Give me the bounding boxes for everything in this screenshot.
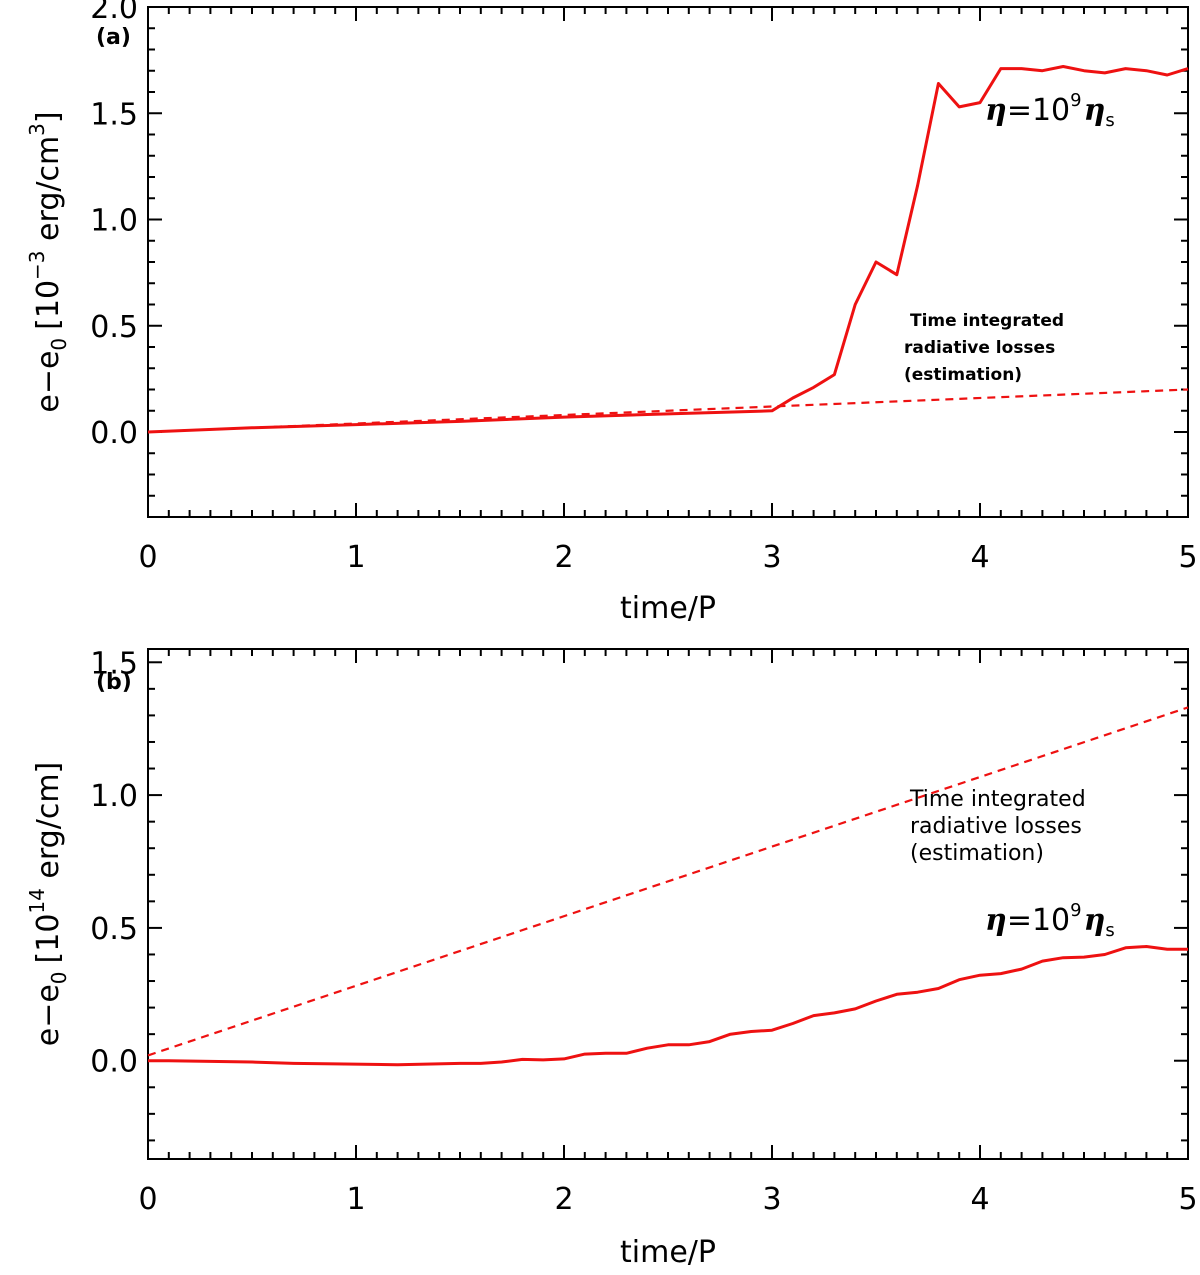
panel-b-eta-eq: =10	[1007, 903, 1070, 938]
panel-b-losses-line1: Time integrated	[909, 787, 1086, 812]
y-tick-label: 2.0	[90, 0, 138, 26]
x-tick-label: 1	[346, 1182, 365, 1217]
y-tick-label: 1.0	[90, 779, 138, 814]
panel-a-ylabel-close: ]	[31, 111, 66, 123]
panel-a-losses-line3: (estimation)	[904, 365, 1022, 385]
radiative-losses-line	[147, 706, 1189, 1057]
panel-b-ylabel: e−e0 [1014 erg/cm]	[25, 762, 71, 1047]
x-tick-label: 3	[762, 540, 781, 575]
panel-b-eta-sub: s	[1105, 920, 1114, 941]
panel-a-ticks: 0 1 2 3 4 5 0.0 0.5 1.0 1.5 2.0	[90, 0, 1197, 575]
panel-a-label: (a)	[96, 25, 131, 50]
y-tick-label: 1.0	[90, 204, 138, 239]
panel-a-eta-sub: s	[1105, 110, 1114, 131]
panel-a-ylabel-unit-exp: 3	[25, 123, 49, 136]
panel-b-losses-line3: (estimation)	[910, 841, 1044, 866]
x-tick-label: 4	[970, 1182, 989, 1217]
energy-line	[148, 945, 1188, 1067]
panel-a-eta-symbol: η	[985, 93, 1007, 128]
x-tick-label: 3	[762, 1182, 781, 1217]
panel-b-xlabel: time/P	[620, 1235, 716, 1270]
y-tick-label: 0.5	[90, 310, 138, 345]
panel-a-frame	[147, 6, 1189, 518]
panel-a-eta-symbol2: η	[1084, 93, 1106, 128]
panel-a-losses-line1: Time integrated	[910, 311, 1064, 331]
x-tick-label: 2	[554, 540, 573, 575]
panel-b-label: (b)	[96, 670, 132, 695]
y-tick-label: 0.5	[90, 912, 138, 947]
panel-b-ylabel-sub: 0	[47, 971, 71, 984]
panel-b-ylabel-close: ]	[31, 762, 66, 774]
panel-a-eta-label: η=109ηs	[985, 90, 1115, 131]
panel-b-ylabel-unit: erg/cm	[31, 773, 66, 888]
x-tick-label: 5	[1178, 540, 1197, 575]
x-tick-label: 0	[138, 540, 157, 575]
panel-b-ylabel-base: e−e	[31, 984, 66, 1046]
panel-a-series	[147, 65, 1189, 434]
panel-b-eta-symbol: η	[985, 903, 1007, 938]
panel-a-ylabel-exp: −3	[25, 250, 49, 279]
y-tick-label: 1.5	[90, 97, 138, 132]
y-tick-label: 1.5	[90, 646, 138, 681]
panel-a-ylabel-base: e−e	[31, 351, 66, 413]
panel-b-ylabel-open: [10	[31, 914, 66, 964]
panel-a-ylabel-unit: erg/cm	[31, 136, 66, 251]
panel-a-ylabel-sub: 0	[47, 338, 71, 351]
panel-b-ticks: 0 1 2 3 4 5 0.0 0.5 1.0 1.5	[90, 646, 1197, 1217]
panel-b-ylabel-exp: 14	[25, 888, 49, 913]
panel-b: 0 1 2 3 4 5 0.0 0.5 1.0 1.5 (b) time/P e−e0 [1014 …	[25, 646, 1198, 1270]
panel-a-eta-eq: =10	[1007, 93, 1070, 128]
panel-b-eta-symbol2: η	[1084, 903, 1106, 938]
panel-a-losses-line2: radiative losses	[904, 338, 1055, 358]
panel-b-eta-label: η=109ηs	[985, 900, 1115, 941]
y-tick-label: 0.0	[90, 416, 138, 451]
x-tick-label: 2	[554, 1182, 573, 1217]
panel-a-xlabel: time/P	[620, 591, 716, 626]
panel-b-losses-line2: radiative losses	[910, 814, 1082, 839]
panel-a-ylabel-open: [10	[31, 280, 66, 330]
x-tick-label: 5	[1178, 1182, 1197, 1217]
panel-a-ylabel: e−e0 [10−3 erg/cm3]	[25, 111, 71, 412]
panel-b-series	[147, 706, 1189, 1067]
panel-a-eta-exp: 9	[1070, 90, 1081, 111]
x-tick-label: 1	[346, 540, 365, 575]
energy-line	[147, 65, 1189, 434]
x-tick-label: 0	[138, 1182, 157, 1217]
radiative-losses-line	[147, 388, 1189, 434]
x-tick-label: 4	[970, 540, 989, 575]
y-tick-label: 0.0	[90, 1045, 138, 1080]
panel-b-eta-exp: 9	[1070, 900, 1081, 921]
panel-a: 0 1 2 3 4 50.00.51.01.52.0 (a) time/P e−e0[10…	[25, 0, 1198, 626]
